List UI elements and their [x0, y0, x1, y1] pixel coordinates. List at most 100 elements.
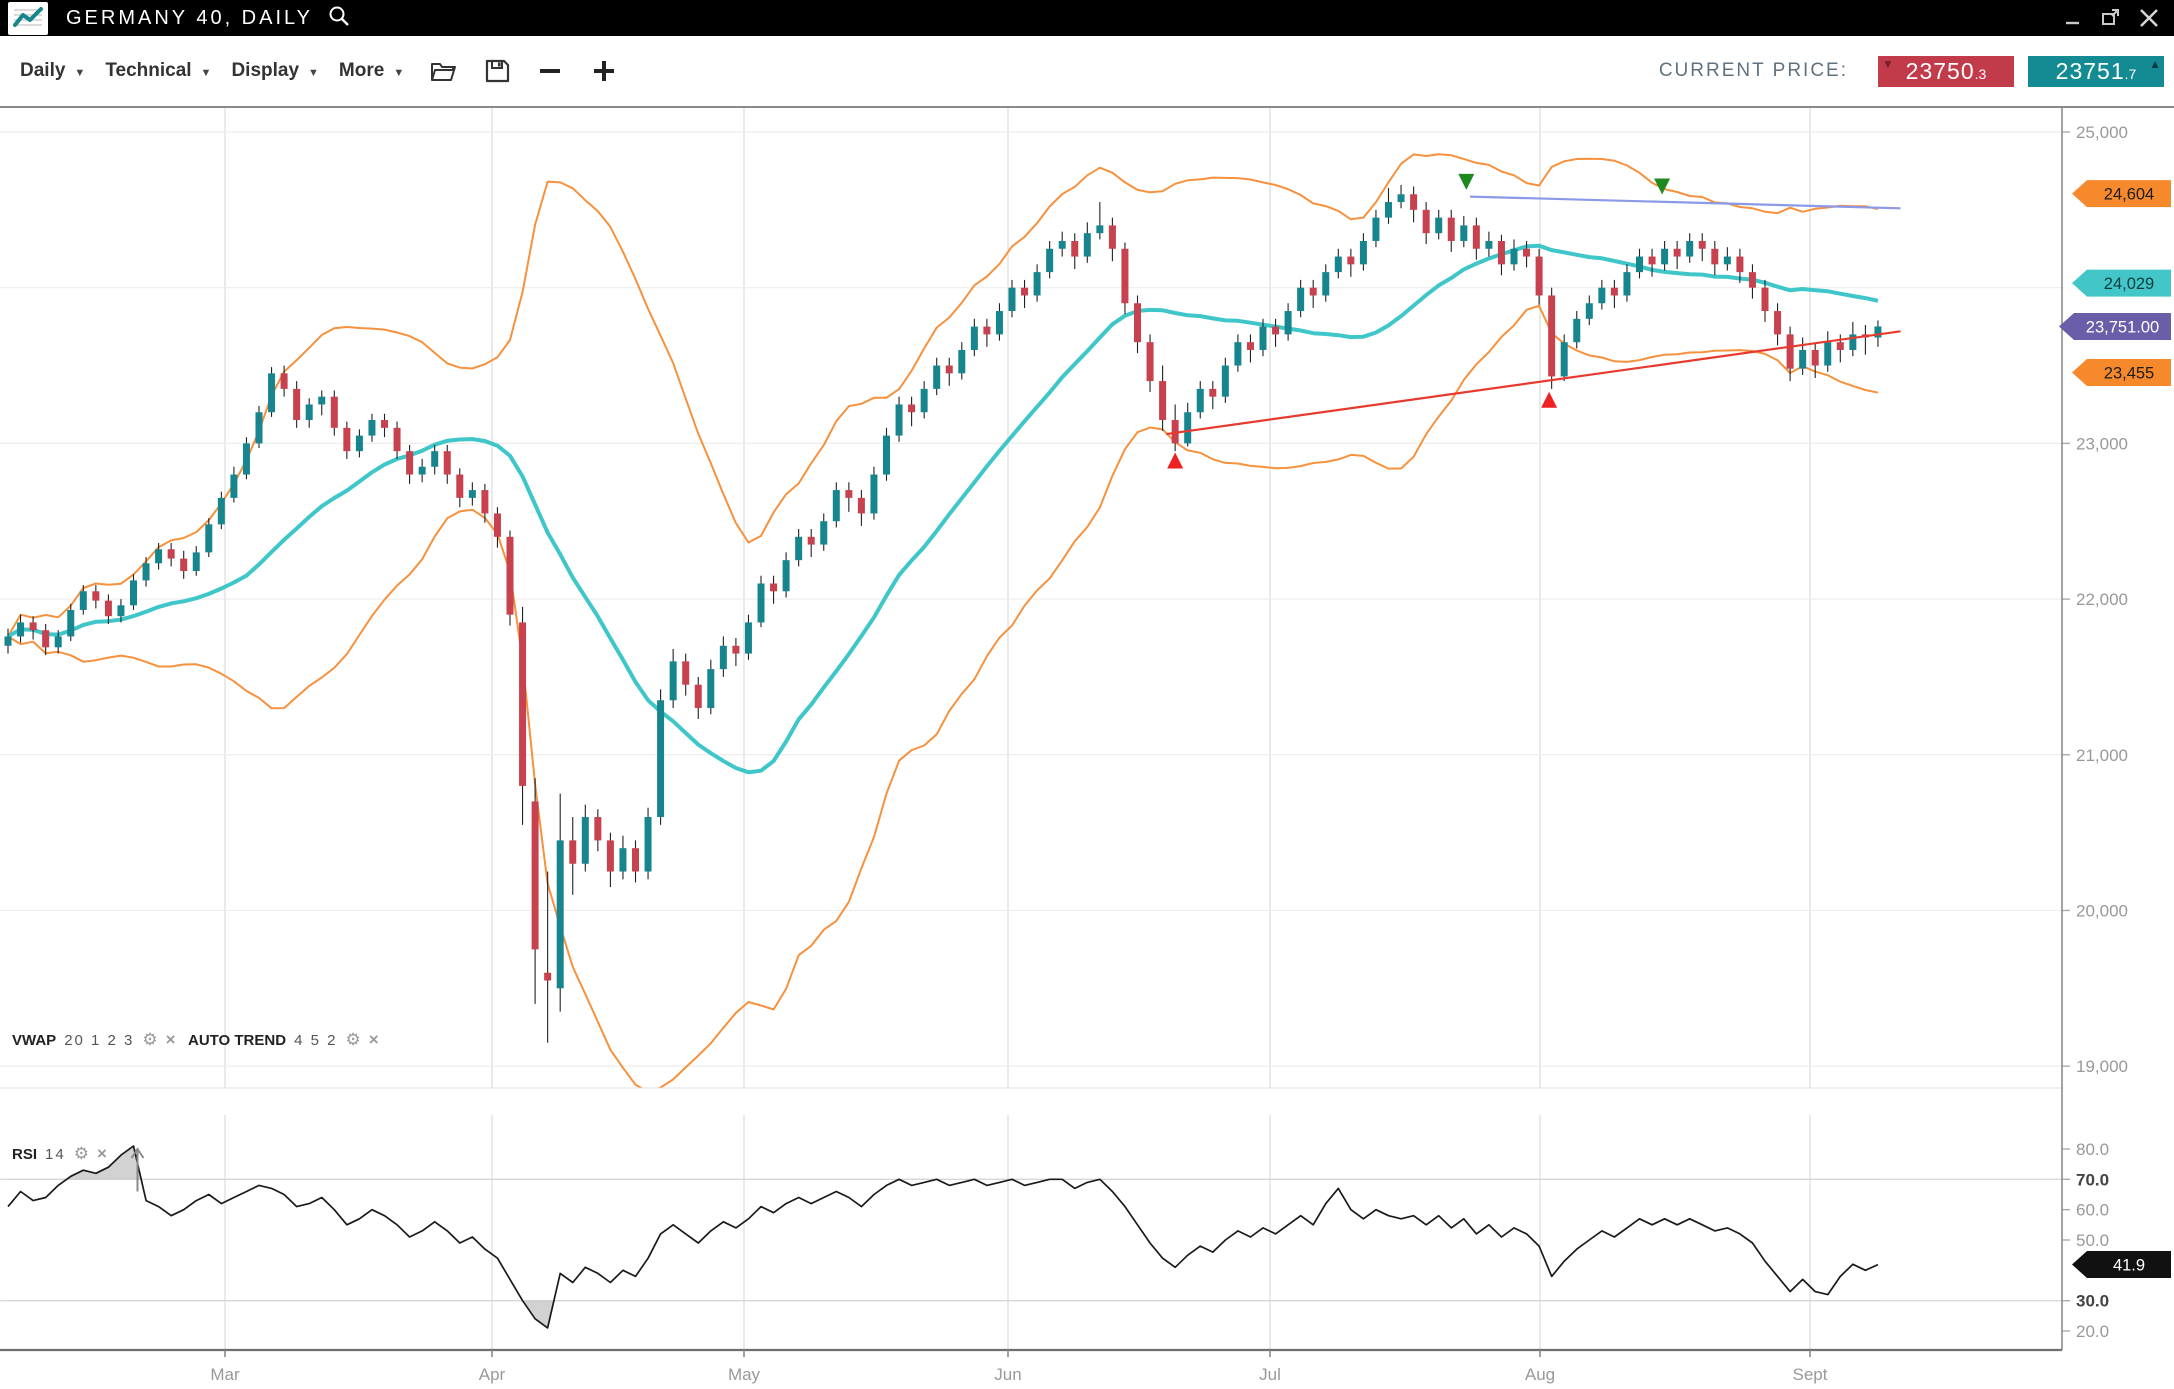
candle-body	[1849, 334, 1857, 350]
rsi-value-tag-text: 41.9	[2113, 1257, 2145, 1275]
candle-body	[1347, 256, 1355, 265]
close-button[interactable]	[2138, 7, 2160, 29]
zoom-in-icon[interactable]	[590, 57, 618, 85]
candle-body	[619, 848, 627, 872]
bid-price-box[interactable]: ▼ 23750 .3	[1878, 55, 2014, 87]
gear-icon[interactable]: ⚙	[142, 1030, 158, 1049]
candle-body	[67, 609, 75, 637]
candle-body	[594, 817, 602, 841]
candle-body	[1322, 272, 1330, 296]
candle-body	[1046, 248, 1054, 273]
candle-body	[782, 560, 790, 592]
candle-body	[1410, 194, 1418, 210]
candle-body	[1234, 342, 1242, 366]
rsi-tick-label: 30.0	[2076, 1292, 2109, 1311]
support-line[interactable]	[1166, 330, 1901, 436]
band-upper-tag: 24,604	[2072, 180, 2171, 208]
timeframe-menu[interactable]: Daily ▼	[20, 60, 85, 82]
candle-body	[343, 427, 351, 452]
chevron-down-icon: ▼	[200, 66, 212, 79]
candle-body	[1636, 256, 1643, 273]
candle-body	[92, 591, 100, 601]
chevron-down-icon: ▼	[393, 66, 405, 79]
candle-body	[945, 365, 953, 374]
candle-body	[1422, 209, 1430, 234]
rsi-value-tag: 41.9	[2072, 1251, 2171, 1279]
candle-body	[1811, 349, 1819, 366]
candle-body	[1071, 240, 1079, 257]
candle-body	[1397, 194, 1405, 203]
candle-body	[1284, 311, 1292, 335]
auto-trend-label: AUTO TREND	[188, 1031, 287, 1049]
candle-body	[1184, 412, 1192, 444]
candle-body	[707, 669, 715, 709]
candle-body	[1108, 225, 1116, 249]
rsi-tick-label: 20.0	[2076, 1322, 2109, 1341]
candle-body	[493, 513, 501, 537]
candle-body	[744, 622, 752, 654]
candle-body	[180, 558, 188, 572]
candle-body	[1748, 272, 1756, 288]
candle-body	[1359, 240, 1367, 265]
candle-body	[481, 490, 489, 514]
vwap-indicator-row: VWAP 20 1 2 3 ⚙ ×	[12, 1030, 176, 1050]
month-label: Aug	[1525, 1365, 1555, 1384]
candle-body	[330, 396, 338, 428]
candle-body	[820, 521, 828, 545]
candles-layer	[4, 184, 1882, 1043]
save-icon[interactable]	[484, 58, 510, 84]
candle-body	[443, 451, 451, 475]
candle-body	[1033, 272, 1041, 296]
candle-body	[1598, 287, 1606, 304]
remove-indicator-icon[interactable]: ×	[368, 1030, 379, 1049]
popout-button[interactable]	[2100, 7, 2122, 29]
candle-body	[795, 536, 803, 561]
auto-trend-params: 4 5 2	[294, 1031, 338, 1049]
display-menu[interactable]: Display ▼	[231, 60, 318, 82]
ask-price-box[interactable]: 23751 .7 ▲	[2028, 55, 2164, 87]
candle-body	[606, 840, 614, 872]
search-icon[interactable]	[327, 4, 351, 33]
band-lower-tag-text: 23,455	[2104, 365, 2154, 383]
price-tick-label: 23,000	[2076, 434, 2128, 453]
gear-icon[interactable]: ⚙	[73, 1144, 89, 1163]
candle-body	[142, 563, 150, 581]
candle-body	[644, 817, 652, 872]
gear-icon[interactable]: ⚙	[345, 1030, 361, 1049]
candle-body	[870, 474, 878, 514]
band-upper-tag-bg	[2072, 180, 2171, 208]
lower-band-line	[7, 304, 1879, 1088]
vwap-bands-layer	[7, 153, 1879, 1088]
more-menu-label: More	[338, 60, 385, 81]
candle-body	[569, 840, 577, 864]
technical-menu[interactable]: Technical ▼	[105, 60, 211, 82]
candle-body	[217, 497, 225, 525]
candle-body	[293, 388, 301, 421]
band-upper-tag-text: 24,604	[2104, 186, 2154, 204]
minimize-button[interactable]	[2062, 7, 2084, 29]
last-price-tag: 23,751.00	[2059, 312, 2171, 340]
remove-indicator-icon[interactable]: ×	[165, 1030, 176, 1049]
candle-body	[895, 404, 903, 436]
candle-body	[1334, 256, 1342, 273]
resistance-line[interactable]	[1470, 195, 1901, 210]
candle-body	[29, 622, 37, 631]
candle-body	[1497, 240, 1505, 265]
candle-body	[857, 497, 865, 514]
candle-body	[1836, 342, 1844, 350]
price-tick-label: 20,000	[2076, 901, 2128, 920]
candle-body	[983, 326, 991, 335]
zoom-out-icon[interactable]	[536, 57, 564, 85]
rsi-params: 14	[45, 1145, 66, 1163]
open-folder-icon[interactable]	[430, 59, 458, 83]
current-price-label: CURRENT PRICE:	[1658, 60, 1848, 81]
candle-body	[1774, 311, 1782, 335]
bid-price-decimal: .3	[1974, 66, 1987, 82]
candle-body	[632, 848, 639, 872]
more-menu[interactable]: More ▼	[339, 60, 404, 82]
candle-body	[757, 583, 765, 623]
remove-indicator-icon[interactable]: ×	[96, 1144, 107, 1163]
rsi-label: RSI	[12, 1145, 38, 1163]
